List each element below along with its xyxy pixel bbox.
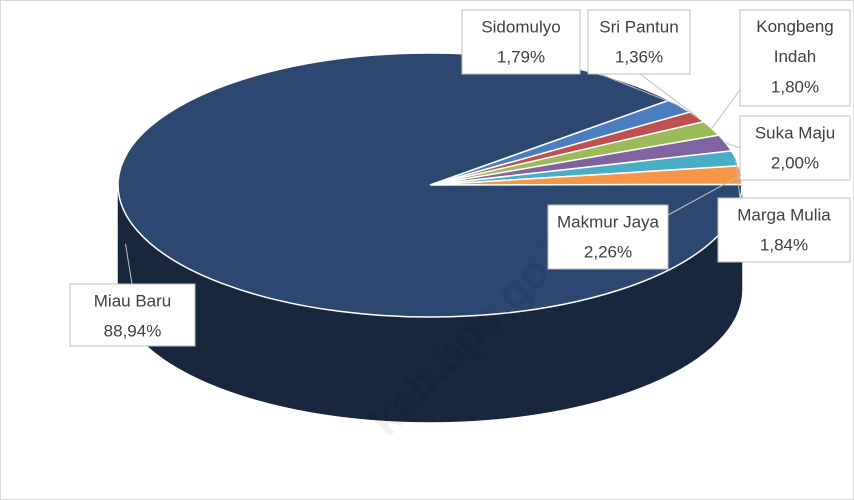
label-value: 1,80%	[771, 77, 819, 96]
leader-line	[599, 73, 681, 107]
leader-line	[711, 89, 741, 129]
label-box	[717, 197, 851, 263]
label-name: Marga Mulia	[737, 205, 831, 224]
label-name: Makmur Jaya	[557, 212, 660, 231]
label-box	[587, 9, 691, 75]
label-box	[547, 204, 669, 270]
label-value: 2,00%	[771, 153, 819, 172]
label-value: 1,36%	[615, 47, 663, 66]
label-value: 88,94%	[104, 321, 162, 340]
label-value: 1,84%	[760, 235, 808, 254]
label-box	[739, 9, 851, 107]
labels: Sidomulyo 1,79% Sri Pantun 1,36% Kongbeng Ind…	[69, 9, 851, 347]
leader-line	[667, 174, 742, 216]
label-name: Kongbeng Indah	[756, 17, 834, 66]
label-name: Sri Pantun	[599, 17, 678, 36]
label-box	[69, 283, 196, 347]
leader-line	[735, 158, 741, 199]
label-value: 2,26%	[584, 242, 632, 261]
label-box	[461, 9, 581, 75]
leader-line	[125, 243, 133, 285]
leader-line	[639, 73, 698, 118]
label-name: Miau Baru	[94, 291, 171, 310]
leader-line	[725, 142, 741, 149]
label-name: Suka Maju	[755, 123, 835, 142]
label-name: Sidomulyo	[481, 17, 560, 36]
label-value: 1,79%	[497, 47, 545, 66]
pie-tops	[117, 52, 743, 318]
label-box	[739, 115, 851, 181]
pie-slice	[117, 52, 743, 318]
